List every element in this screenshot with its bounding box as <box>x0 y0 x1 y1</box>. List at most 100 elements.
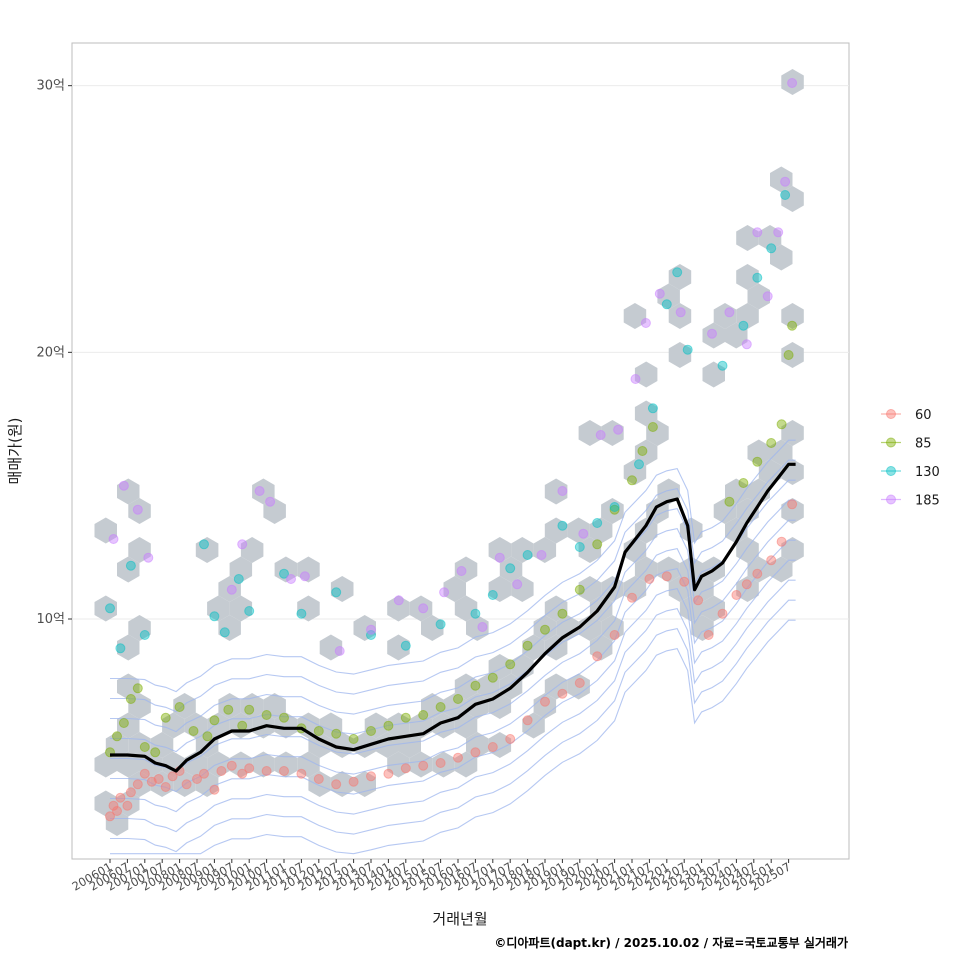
hex-bin <box>409 751 433 778</box>
point-85 <box>383 720 394 731</box>
point-85 <box>627 475 637 486</box>
y-tick-label: 10억 <box>36 612 65 627</box>
point-185 <box>418 603 429 614</box>
point-60 <box>192 774 202 784</box>
hex-bin <box>736 303 759 329</box>
point-60 <box>435 758 446 768</box>
hex-bin <box>466 732 489 758</box>
point-130 <box>522 550 533 560</box>
hex-bin <box>747 283 770 310</box>
hex-bin <box>218 615 241 641</box>
hex-bin <box>544 517 568 544</box>
point-130 <box>574 542 585 552</box>
point-130 <box>209 611 220 622</box>
hex-bin <box>421 615 444 641</box>
hex-bin <box>725 478 748 505</box>
point-85 <box>223 704 234 715</box>
point-130 <box>661 299 672 310</box>
hex-bin <box>387 712 410 739</box>
point-130 <box>672 267 683 278</box>
point-185 <box>334 646 345 656</box>
hex-bin <box>499 556 523 583</box>
point-130 <box>592 518 603 528</box>
point-185 <box>108 534 119 544</box>
plot-panel <box>71 42 850 860</box>
point-185 <box>654 288 665 299</box>
point-130 <box>199 539 209 550</box>
point-85 <box>112 731 122 742</box>
hex-bin <box>601 420 624 446</box>
point-85 <box>279 712 289 723</box>
hex-bin <box>330 771 354 797</box>
point-185 <box>143 552 154 563</box>
hex-bin <box>128 771 151 797</box>
hex-bin <box>308 732 331 758</box>
point-85 <box>557 608 568 619</box>
point-85 <box>160 712 171 723</box>
legend-key-point <box>886 409 896 419</box>
y-tick-label: 30억 <box>36 79 65 94</box>
point-130 <box>115 643 126 654</box>
hex-bin <box>263 498 286 524</box>
hex-bin <box>691 615 714 641</box>
point-60 <box>540 696 550 707</box>
density-contours <box>110 439 796 855</box>
point-85 <box>313 726 324 736</box>
hex-bin <box>634 400 658 427</box>
contour-line <box>110 519 796 773</box>
legend-key-point <box>886 494 896 505</box>
point-60 <box>609 630 620 640</box>
point-130 <box>105 603 115 614</box>
hex-bin <box>387 634 410 661</box>
point-85 <box>188 726 199 736</box>
hex-bin <box>544 595 568 622</box>
hex-bin <box>668 576 692 602</box>
point-85 <box>400 712 411 723</box>
point-60 <box>644 574 655 584</box>
point-130 <box>279 568 289 579</box>
point-130 <box>400 640 411 651</box>
point-185 <box>286 574 296 584</box>
hex-bin <box>454 673 478 700</box>
hex-bin <box>128 498 151 524</box>
y-axis-ticks: 10억 20억 30억 <box>36 79 72 627</box>
hex-bin <box>657 478 680 505</box>
point-60 <box>522 715 533 726</box>
point-60 <box>160 782 171 792</box>
point-60 <box>153 774 164 784</box>
hex-bin <box>443 693 466 719</box>
hex-bin <box>578 537 602 563</box>
contour-line <box>110 459 796 713</box>
point-60 <box>752 568 763 579</box>
hex-bin <box>207 712 230 739</box>
point-60 <box>693 595 704 606</box>
point-85 <box>592 539 603 550</box>
point-185 <box>512 579 523 590</box>
hex-bin <box>736 264 759 290</box>
point-85 <box>766 438 777 448</box>
hex-bin <box>556 615 579 641</box>
point-60 <box>132 779 143 790</box>
point-60 <box>717 608 728 619</box>
hex-bin <box>623 303 647 329</box>
hex-bin <box>781 303 804 329</box>
point-185 <box>557 486 568 496</box>
point-60 <box>400 763 411 774</box>
hex-bin <box>781 537 804 563</box>
hex-bin <box>330 576 354 602</box>
point-130 <box>609 502 620 512</box>
point-85 <box>418 710 429 720</box>
point-60 <box>108 800 119 811</box>
point-60 <box>592 651 603 662</box>
legend-key-point <box>886 437 896 448</box>
legend-key-point <box>886 466 896 476</box>
hex-bin <box>432 751 455 778</box>
point-60 <box>181 779 192 790</box>
hex-bin <box>770 439 793 466</box>
contour-line <box>110 579 796 833</box>
point-60 <box>167 771 178 782</box>
point-130 <box>738 320 749 331</box>
point-185 <box>595 430 606 440</box>
scatter-points <box>105 78 798 822</box>
caption: ©디아파트(dapt.kr) / 2025.10.02 / 자료=국토교통부 실… <box>494 935 848 950</box>
